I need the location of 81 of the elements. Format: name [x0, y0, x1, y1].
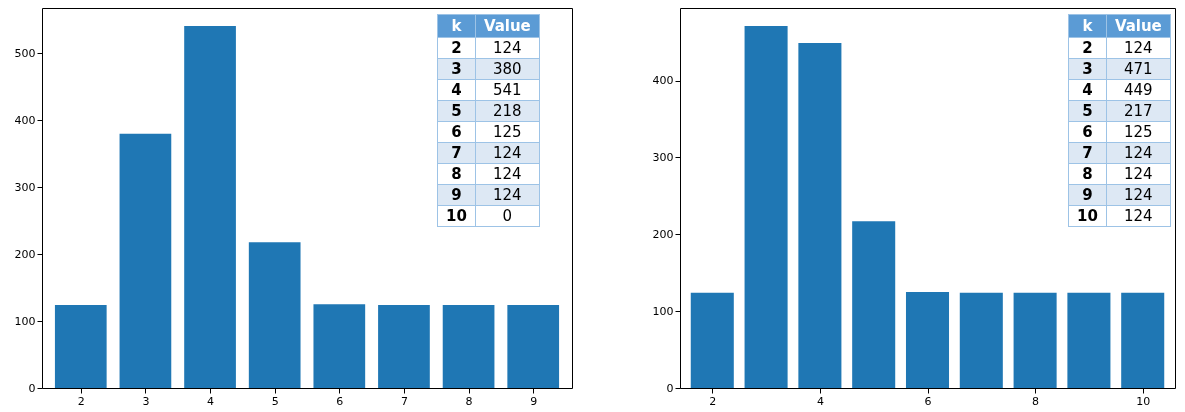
- bar: [184, 26, 236, 388]
- y-tick-label: 0: [28, 381, 36, 395]
- y-tick-label: 100: [652, 304, 674, 318]
- bar: [690, 292, 734, 388]
- annotation: 7: [1068, 142, 1107, 164]
- annotation: 8: [437, 163, 476, 185]
- bar: [442, 305, 495, 388]
- annotation: Value: [475, 14, 540, 38]
- annotation: 124: [475, 163, 540, 185]
- bar: [744, 26, 788, 388]
- annotation: 124: [1106, 37, 1171, 59]
- x-tick-label: 9: [530, 394, 538, 408]
- annotation: 5: [437, 100, 476, 122]
- annotation: 125: [1106, 121, 1171, 143]
- annotation: 0: [475, 205, 540, 227]
- bar: [119, 133, 172, 388]
- y-tick-label: 200: [652, 227, 674, 241]
- bar: [378, 305, 430, 388]
- y-tick-label: 300: [14, 180, 36, 194]
- bar: [852, 221, 896, 388]
- bar: [1067, 292, 1111, 388]
- annotation: 2: [1068, 37, 1107, 59]
- y-tick-label: 400: [652, 74, 674, 88]
- y-tick-label: 500: [14, 46, 36, 60]
- annotation: 4: [437, 79, 476, 101]
- x-tick-label: 4: [207, 394, 215, 408]
- bar: [507, 305, 560, 388]
- annotation: 6: [437, 121, 476, 143]
- annotation: 3: [437, 58, 476, 80]
- annotation: 124: [475, 184, 540, 206]
- annotation: 217: [1106, 100, 1171, 122]
- bar: [248, 242, 301, 388]
- x-tick-label: 5: [271, 394, 279, 408]
- x-tick-label: 8: [465, 394, 473, 408]
- annotation: 380: [475, 58, 540, 80]
- annotation: 7: [437, 142, 476, 164]
- x-tick-label: 3: [142, 394, 150, 408]
- bar: [959, 292, 1003, 388]
- x-tick-label: 6: [336, 394, 344, 408]
- x-tick-label: 10: [1136, 394, 1151, 408]
- annotation: 124: [1106, 205, 1171, 227]
- annotation: 541: [475, 79, 540, 101]
- annotation: 10: [437, 205, 476, 227]
- x-tick-label: 7: [400, 394, 408, 408]
- annotation: 9: [437, 184, 476, 206]
- y-tick-label: 300: [652, 150, 674, 164]
- y-tick-label: 400: [14, 113, 36, 127]
- annotation: 124: [1106, 163, 1171, 185]
- x-tick-label: 2: [77, 394, 85, 408]
- annotation: 4: [1068, 79, 1107, 101]
- annotation: 6: [1068, 121, 1107, 143]
- annotation: 5: [1068, 100, 1107, 122]
- bar: [798, 42, 842, 388]
- bar: [313, 304, 366, 388]
- bar: [1121, 292, 1165, 388]
- bar: [1013, 292, 1057, 388]
- y-tick-label: 200: [14, 247, 36, 261]
- annotation: 125: [475, 121, 540, 143]
- annotation: 218: [475, 100, 540, 122]
- annotation: 3: [1068, 58, 1107, 80]
- bar: [54, 305, 107, 388]
- annotation: 124: [475, 37, 540, 59]
- x-tick-label: 6: [924, 394, 932, 408]
- annotation: 10: [1068, 205, 1107, 227]
- annotation: 124: [475, 142, 540, 164]
- annotation: 2: [437, 37, 476, 59]
- annotation: 471: [1106, 58, 1171, 80]
- y-tick-label: 100: [14, 314, 36, 328]
- x-tick-label: 8: [1032, 394, 1040, 408]
- annotation: 8: [1068, 163, 1107, 185]
- bar: [905, 291, 950, 388]
- annotation: 124: [1106, 142, 1171, 164]
- annotation: 9: [1068, 184, 1107, 206]
- annotation: 124: [1106, 184, 1171, 206]
- x-tick-label: 2: [709, 394, 717, 408]
- y-tick-label: 0: [666, 381, 674, 395]
- annotation: 449: [1106, 79, 1171, 101]
- annotation: k: [437, 14, 476, 38]
- x-tick-label: 4: [816, 394, 824, 408]
- annotation: k: [1068, 14, 1107, 38]
- annotation: Value: [1106, 14, 1171, 38]
